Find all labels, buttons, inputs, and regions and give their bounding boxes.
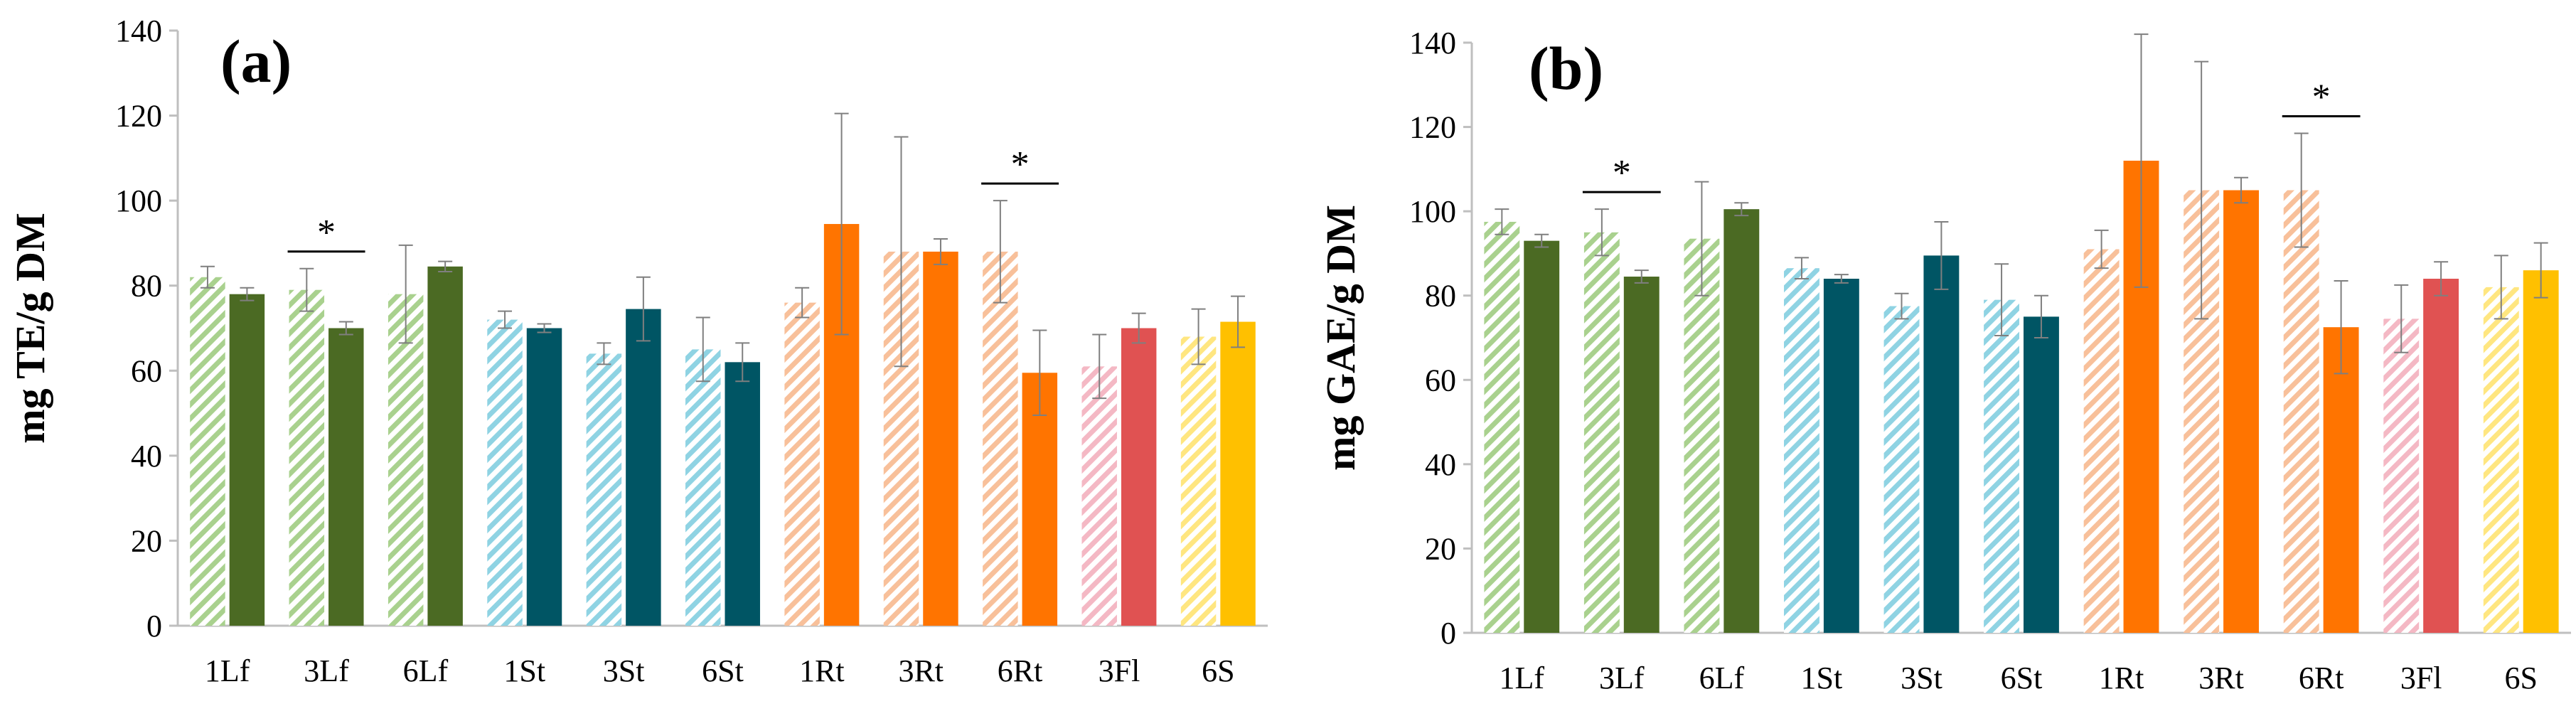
- x-tick-label: 6Rt: [2299, 661, 2344, 695]
- bar-solid-6S: [2523, 270, 2559, 633]
- x-tick-label: 3St: [1901, 661, 1942, 695]
- y-tick-label: 100: [115, 183, 162, 218]
- bar-hatched-6Rt: [983, 251, 1018, 626]
- bar-solid-6S: [1220, 321, 1256, 626]
- y-tick-label: 40: [131, 439, 162, 474]
- bar-hatched-6Lf: [1684, 238, 1720, 633]
- bar-solid-3St: [1923, 255, 1960, 634]
- y-tick-label: 20: [131, 523, 162, 558]
- bar-solid-6Rt: [2323, 327, 2359, 633]
- y-tick-label: 60: [131, 353, 162, 388]
- significance-star: *: [1613, 153, 1631, 193]
- panel-label: (a): [220, 27, 292, 95]
- panel-a: 0 20 40 60 80 100 120 140 mg TE/g DM (a) 1Lf 3Lf 6Lf…: [7, 14, 1268, 688]
- bar-solid-6Lf: [1723, 209, 1760, 633]
- bar-hatched-3Lf: [289, 289, 325, 626]
- bar-solid-6St: [2024, 316, 2059, 633]
- bar-solid-3Rt: [923, 251, 958, 626]
- x-tick-label: 6Rt: [998, 653, 1043, 688]
- x-tick-label: 3Fl: [2400, 661, 2442, 695]
- y-tick-label: 100: [1409, 194, 1456, 229]
- bar-solid-1Lf: [1524, 240, 1560, 634]
- y-tick-label: 120: [115, 99, 162, 134]
- y-tick-label: 0: [1441, 616, 1456, 651]
- bar-hatched-1Rt: [2083, 249, 2120, 633]
- x-tick-label: 1Rt: [799, 653, 845, 688]
- x-tick-label: 3Rt: [2198, 661, 2244, 695]
- x-tick-label: 3St: [603, 653, 645, 688]
- bar-solid-3Rt: [2223, 190, 2259, 633]
- x-tick-label: 3Rt: [898, 653, 944, 688]
- bar-hatched-1St: [1784, 268, 1819, 633]
- y-tick-label: 80: [131, 269, 162, 304]
- y-tick-label: 20: [1425, 531, 1456, 566]
- bar-solid-6Lf: [427, 266, 463, 626]
- panel-b: 0 20 40 60 80 100 120 140 mg GAE/g DM (b) 1Lf 3Lf 6L…: [1318, 26, 2571, 695]
- bar-hatched-1St: [487, 319, 523, 626]
- x-tick-label: 6St: [2001, 661, 2043, 695]
- x-tick-label: 1St: [503, 653, 545, 688]
- x-tick-label: 6St: [702, 653, 744, 688]
- y-axis-label: mg GAE/g DM: [1318, 205, 1364, 471]
- bar-hatched-6S: [2483, 287, 2519, 633]
- significance-star: *: [317, 213, 336, 253]
- bar-hatched-6Rt: [2283, 190, 2319, 633]
- bar-hatched-3St: [586, 353, 622, 626]
- y-tick-label: 120: [1409, 110, 1456, 145]
- bar-solid-1St: [526, 328, 562, 626]
- x-tick-label: 6S: [2504, 661, 2537, 695]
- x-tick-label: 6S: [1202, 653, 1234, 688]
- y-tick-label: 40: [1425, 447, 1456, 482]
- bar-solid-1St: [1823, 279, 1859, 633]
- bar-hatched-3St: [1883, 306, 1920, 633]
- x-tick-label: 1St: [1801, 661, 1843, 695]
- bar-hatched-3Fl: [1081, 366, 1117, 626]
- y-tick-label: 0: [146, 609, 162, 643]
- significance-star: *: [2312, 77, 2331, 117]
- y-tick-label: 140: [115, 14, 162, 48]
- y-tick-label: 60: [1425, 363, 1456, 397]
- bar-solid-1Lf: [229, 294, 265, 626]
- bar-solid-6St: [725, 362, 760, 626]
- panel-label: (b): [1529, 34, 1603, 102]
- bar-hatched-3Fl: [2383, 319, 2420, 633]
- y-tick-label: 140: [1409, 26, 1456, 60]
- x-tick-label: 6Lf: [1699, 661, 1745, 695]
- bar-hatched-6Lf: [388, 294, 424, 626]
- bar-solid-3St: [626, 309, 661, 626]
- x-tick-label: 3Fl: [1099, 653, 1140, 688]
- x-tick-label: 1Lf: [205, 653, 250, 688]
- bar-solid-3Fl: [2423, 279, 2459, 633]
- x-tick-label: 1Lf: [1500, 661, 1545, 695]
- bar-hatched-6St: [1984, 299, 2019, 633]
- bar-hatched-6St: [685, 349, 721, 626]
- bar-hatched-1Lf: [190, 277, 225, 626]
- x-tick-label: 6Lf: [403, 653, 449, 688]
- y-tick-label: 80: [1425, 279, 1456, 314]
- bar-solid-3Lf: [328, 328, 364, 626]
- bar-hatched-1Rt: [784, 302, 820, 626]
- bar-solid-3Fl: [1121, 328, 1157, 626]
- x-tick-label: 3Lf: [1599, 661, 1645, 695]
- bar-hatched-1Lf: [1484, 221, 1520, 633]
- x-tick-label: 1Rt: [2099, 661, 2144, 695]
- y-axis-label: mg TE/g DM: [7, 213, 53, 443]
- bar-hatched-6S: [1180, 336, 1217, 626]
- bar-solid-3Lf: [1623, 277, 1660, 633]
- bar-hatched-3Lf: [1583, 232, 1620, 633]
- x-tick-label: 3Lf: [304, 653, 349, 688]
- significance-star: *: [1011, 144, 1030, 185]
